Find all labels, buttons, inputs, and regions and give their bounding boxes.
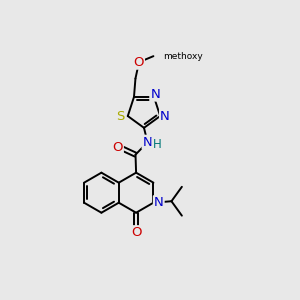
- Text: N: N: [154, 196, 164, 209]
- Text: O: O: [112, 140, 123, 154]
- Text: N: N: [150, 88, 160, 100]
- Text: H: H: [153, 138, 161, 151]
- Text: N: N: [142, 136, 152, 149]
- Text: methoxy: methoxy: [163, 52, 202, 61]
- Text: N: N: [160, 110, 170, 123]
- Text: S: S: [116, 110, 124, 123]
- Text: O: O: [134, 56, 144, 69]
- Text: O: O: [131, 226, 141, 239]
